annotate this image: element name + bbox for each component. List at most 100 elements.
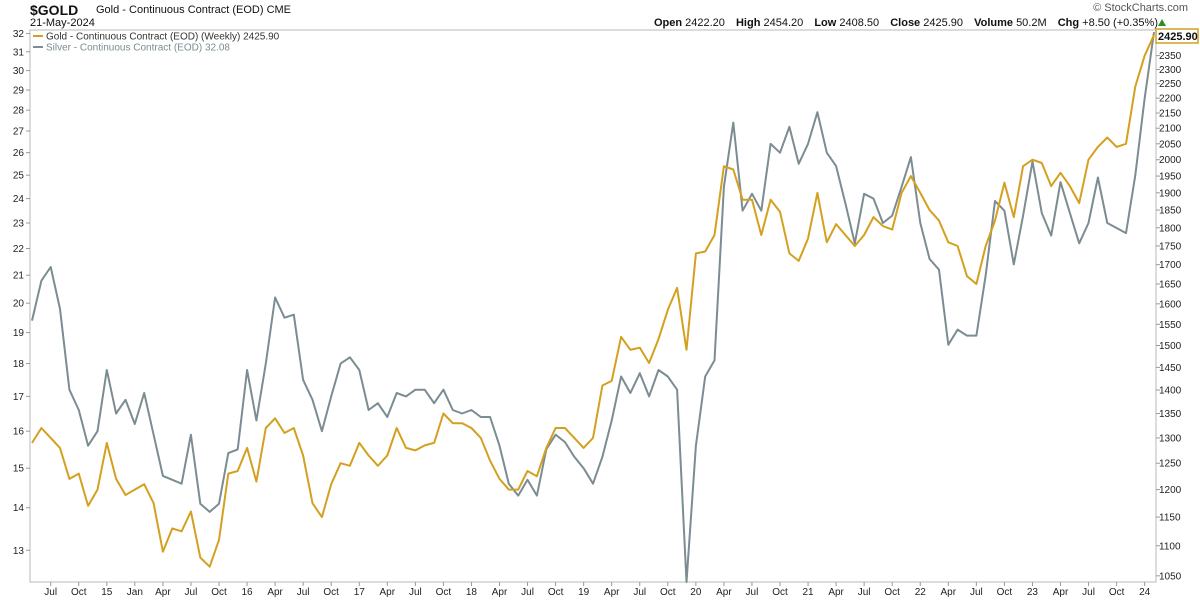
high-label: High xyxy=(735,17,761,29)
plot-frame xyxy=(29,29,1157,583)
right-axis-label: 1250 xyxy=(1159,459,1182,470)
left-axis-label: 18 xyxy=(13,359,25,370)
right-axis-label: 2250 xyxy=(1159,79,1182,90)
left-axis-label: 16 xyxy=(13,427,25,438)
x-axis-label: Oct xyxy=(1109,587,1125,598)
left-axis-label: 30 xyxy=(13,66,25,77)
x-axis-label: Apr xyxy=(828,587,844,598)
right-axis-label: 1750 xyxy=(1159,241,1182,252)
x-axis-label: 17 xyxy=(354,587,366,598)
gold-price-line xyxy=(31,34,1155,568)
x-axis-label: Apr xyxy=(267,587,283,598)
last-value-text: 2425.90 xyxy=(1158,31,1198,43)
right-axis-label: 1550 xyxy=(1159,320,1182,331)
high-value: 2454.20 xyxy=(763,17,804,29)
left-axis-label: 15 xyxy=(13,464,25,475)
left-axis-label: 24 xyxy=(13,194,25,205)
right-axis-label: 1150 xyxy=(1159,513,1181,524)
right-axis-label: 2000 xyxy=(1159,155,1182,166)
x-axis-label: Jul xyxy=(521,587,534,598)
left-axis-label: 17 xyxy=(13,392,25,403)
x-axis-label: Jul xyxy=(746,587,759,598)
left-axis-label: 13 xyxy=(13,546,25,557)
x-axis-label: Oct xyxy=(548,587,564,598)
x-axis-label: Oct xyxy=(772,587,788,598)
close-label: Close xyxy=(890,17,921,29)
open-label: Open xyxy=(653,17,683,29)
x-axis-label: Jul xyxy=(297,587,310,598)
ticker-symbol: $GOLD xyxy=(30,2,79,18)
volume-value: 50.2M xyxy=(1016,17,1047,29)
instrument-description: Gold - Continuous Contract (EOD) CME xyxy=(96,4,292,16)
left-axis-label: 14 xyxy=(13,503,25,514)
right-axis-label: 1850 xyxy=(1159,206,1182,217)
x-axis-label: 21 xyxy=(802,587,814,598)
right-axis-label: 2350 xyxy=(1159,51,1182,62)
last-value-marker: 2425.90 xyxy=(1155,28,1199,44)
right-axis-label: 1450 xyxy=(1159,363,1182,374)
left-axis-label: 32 xyxy=(13,29,25,40)
right-axis-label: 1050 xyxy=(1159,571,1182,582)
x-axis-label: Jul xyxy=(970,587,983,598)
x-axis-label: 18 xyxy=(466,587,478,598)
left-axis-label: 27 xyxy=(13,127,25,138)
x-axis-label: Jul xyxy=(409,587,422,598)
right-axis-label: 1900 xyxy=(1159,188,1182,199)
x-axis-label: Apr xyxy=(155,587,171,598)
low-label: Low xyxy=(814,17,837,29)
left-axis-label: 21 xyxy=(13,271,25,282)
open-value: 2422.20 xyxy=(685,17,725,29)
x-axis-label: 19 xyxy=(578,587,590,598)
right-axis-label: 2200 xyxy=(1159,94,1182,105)
right-axis-label: 1600 xyxy=(1159,299,1182,310)
x-axis-label: Oct xyxy=(660,587,676,598)
x-axis-label: 24 xyxy=(1139,587,1151,598)
x-axis-label: 15 xyxy=(101,587,113,598)
left-axis-label: 25 xyxy=(13,171,25,182)
right-axis-label: 1100 xyxy=(1159,541,1181,552)
x-axis-label: Apr xyxy=(492,587,508,598)
x-axis-label: Jul xyxy=(44,587,57,598)
change-value: +8.50 (+0.35%) xyxy=(1082,17,1158,29)
axis-layer: 13 14 15 16 17 18 19 20 21 22 23 24 25 26 27 28 29 30 31 32… xyxy=(13,29,1182,598)
right-axis-label: 1650 xyxy=(1159,279,1182,290)
silver-price-line xyxy=(31,31,1155,583)
x-axis-label: Jan xyxy=(127,587,143,598)
x-axis-label: Apr xyxy=(1053,587,1069,598)
quote-summary: Open 2422.20 High 2454.20 Low 2408.50 Cl… xyxy=(654,17,1158,29)
right-axis-label: 1800 xyxy=(1159,223,1182,234)
volume-label: Volume xyxy=(974,17,1013,29)
x-axis-label: Oct xyxy=(884,587,900,598)
x-axis-label: 20 xyxy=(690,587,702,598)
last-value-box xyxy=(1155,28,1199,44)
x-axis-label: Oct xyxy=(323,587,339,598)
left-axis-label: 28 xyxy=(13,106,25,117)
right-axis-label: 1200 xyxy=(1159,485,1182,496)
x-axis-label: Oct xyxy=(436,587,452,598)
left-axis-label: 22 xyxy=(13,244,25,255)
right-axis-label: 2150 xyxy=(1159,109,1182,120)
x-axis-label: 16 xyxy=(241,587,253,598)
x-axis-label: Apr xyxy=(941,587,957,598)
brand-watermark: © StockCharts.com xyxy=(1093,2,1188,14)
x-axis-label: 22 xyxy=(915,587,927,598)
right-axis-label: 1400 xyxy=(1159,386,1182,397)
left-axis-label: 29 xyxy=(13,86,25,97)
right-axis-label: 1950 xyxy=(1159,172,1182,183)
left-axis-label: 20 xyxy=(13,299,25,310)
left-axis-label: 19 xyxy=(13,328,25,339)
x-axis-label: Oct xyxy=(211,587,227,598)
x-axis-label: Apr xyxy=(604,587,620,598)
chart-legend: Gold - Continuous Contract (EOD) (Weekly… xyxy=(33,32,280,54)
right-axis-label: 1700 xyxy=(1159,260,1182,271)
silver-legend-label: Silver - Continuous Contract (EOD) 32.08 xyxy=(46,43,230,54)
right-axis-label: 2050 xyxy=(1159,139,1182,150)
x-axis-label: Oct xyxy=(997,587,1013,598)
chart-date: 21-May-2024 xyxy=(30,17,95,29)
gold-legend-label: Gold - Continuous Contract (EOD) (Weekly… xyxy=(46,32,280,43)
x-axis-label: Apr xyxy=(380,587,396,598)
right-axis-label: 1350 xyxy=(1159,409,1182,420)
x-axis-label: Apr xyxy=(716,587,732,598)
left-axis-label: 31 xyxy=(13,47,25,58)
